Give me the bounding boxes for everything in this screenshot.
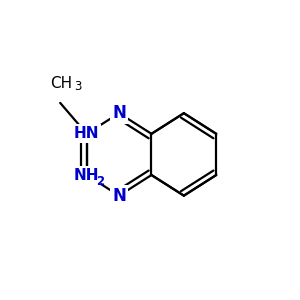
Text: N: N — [112, 104, 126, 122]
Text: N: N — [112, 187, 126, 205]
Text: NH: NH — [74, 167, 99, 182]
Text: HN: HN — [74, 126, 99, 141]
Text: 2: 2 — [96, 175, 104, 188]
Text: H: H — [74, 167, 87, 182]
Text: N: N — [73, 167, 85, 182]
Text: CH: CH — [51, 76, 73, 91]
Text: 3: 3 — [74, 80, 82, 93]
